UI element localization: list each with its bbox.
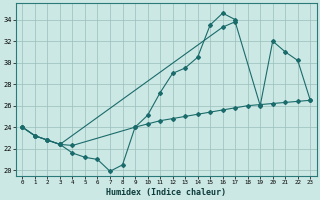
X-axis label: Humidex (Indice chaleur): Humidex (Indice chaleur)	[106, 188, 226, 197]
